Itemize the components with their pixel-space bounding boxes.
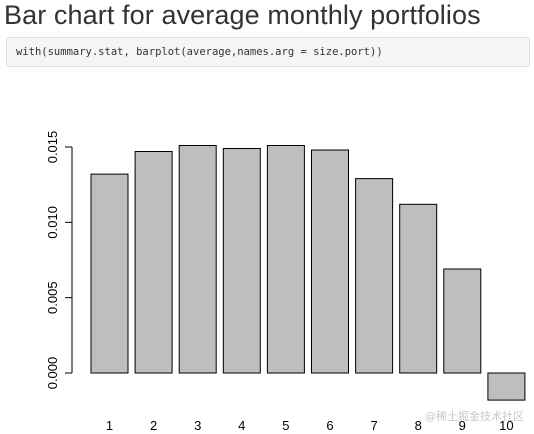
x-tick-label: 9 (459, 418, 466, 433)
x-tick-label: 8 (415, 418, 422, 433)
x-tick-label: 3 (194, 418, 201, 433)
x-tick-label: 6 (326, 418, 333, 433)
bar (178, 145, 217, 374)
y-tick-label: 0.000 (45, 357, 60, 390)
x-tick-label: 10 (499, 418, 513, 433)
bar (266, 145, 305, 374)
y-tick-label: 0.015 (45, 131, 60, 164)
x-tick-label: 4 (238, 418, 245, 433)
y-tick-label: 0.010 (45, 206, 60, 239)
bar (90, 173, 129, 374)
bar (134, 151, 173, 374)
x-tick-label: 2 (150, 418, 157, 433)
code-text: with(summary.stat, barplot(average,names… (16, 46, 383, 58)
page-title: Bar chart for average monthly portfolios (4, 0, 481, 30)
bar (443, 268, 482, 374)
x-tick-label: 1 (106, 418, 113, 433)
bar (487, 372, 526, 401)
bar (222, 148, 261, 374)
bar (399, 203, 438, 374)
bar (355, 178, 394, 374)
bar (311, 149, 349, 374)
x-tick-label: 7 (370, 418, 377, 433)
y-tick-label: 0.005 (45, 281, 60, 314)
watermark: @稀土掘金技术社区 (425, 410, 524, 423)
code-block: with(summary.stat, barplot(average,names… (6, 37, 530, 67)
x-tick-label: 5 (282, 418, 289, 433)
